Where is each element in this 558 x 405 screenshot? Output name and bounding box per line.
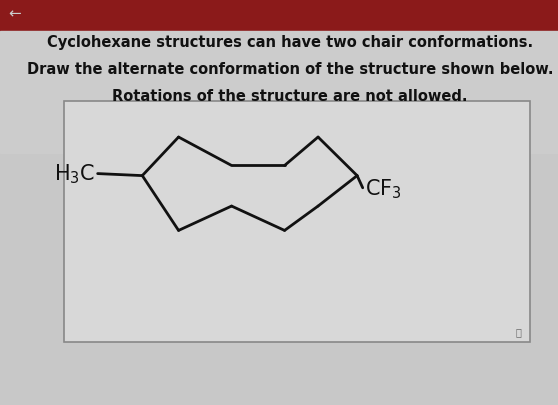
Text: ←: ←: [8, 7, 21, 21]
Text: H$_3$C: H$_3$C: [54, 162, 95, 186]
Text: Rotations of the structure are not allowed.: Rotations of the structure are not allow…: [112, 89, 468, 104]
Bar: [64, 101, 530, 342]
Text: ⧉: ⧉: [516, 326, 522, 336]
Bar: [0, 32, 558, 154]
Text: Draw the alternate conformation of the structure shown below.: Draw the alternate conformation of the s…: [27, 62, 554, 76]
Text: CF$_3$: CF$_3$: [365, 177, 402, 200]
Text: Cyclohexane structures can have two chair conformations.: Cyclohexane structures can have two chai…: [47, 35, 533, 50]
Bar: [0, 0, 558, 32]
